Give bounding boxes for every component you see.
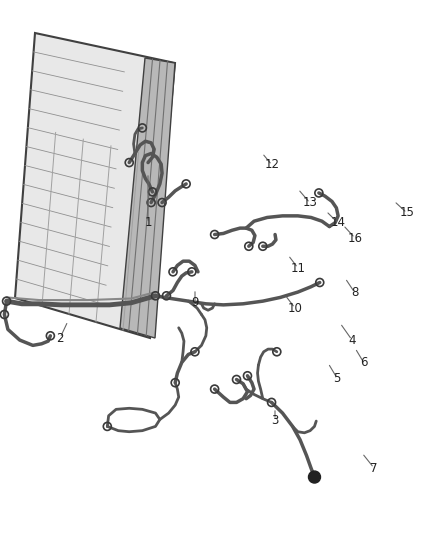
- Text: 12: 12: [265, 158, 279, 172]
- Text: 2: 2: [56, 332, 64, 344]
- Text: 4: 4: [348, 334, 356, 346]
- Text: 3: 3: [271, 414, 279, 426]
- Text: 1: 1: [144, 216, 152, 230]
- Text: 11: 11: [290, 262, 305, 274]
- Text: 7: 7: [370, 462, 378, 474]
- Text: 14: 14: [331, 216, 346, 230]
- Text: 9: 9: [191, 296, 199, 310]
- Text: 8: 8: [351, 287, 359, 300]
- Text: 16: 16: [347, 231, 363, 245]
- Text: 13: 13: [303, 197, 318, 209]
- Polygon shape: [15, 33, 175, 338]
- Polygon shape: [120, 58, 175, 338]
- Text: 5: 5: [333, 372, 341, 384]
- Text: 10: 10: [288, 302, 302, 314]
- Text: 6: 6: [360, 357, 368, 369]
- Text: 15: 15: [399, 206, 414, 220]
- Circle shape: [308, 471, 321, 483]
